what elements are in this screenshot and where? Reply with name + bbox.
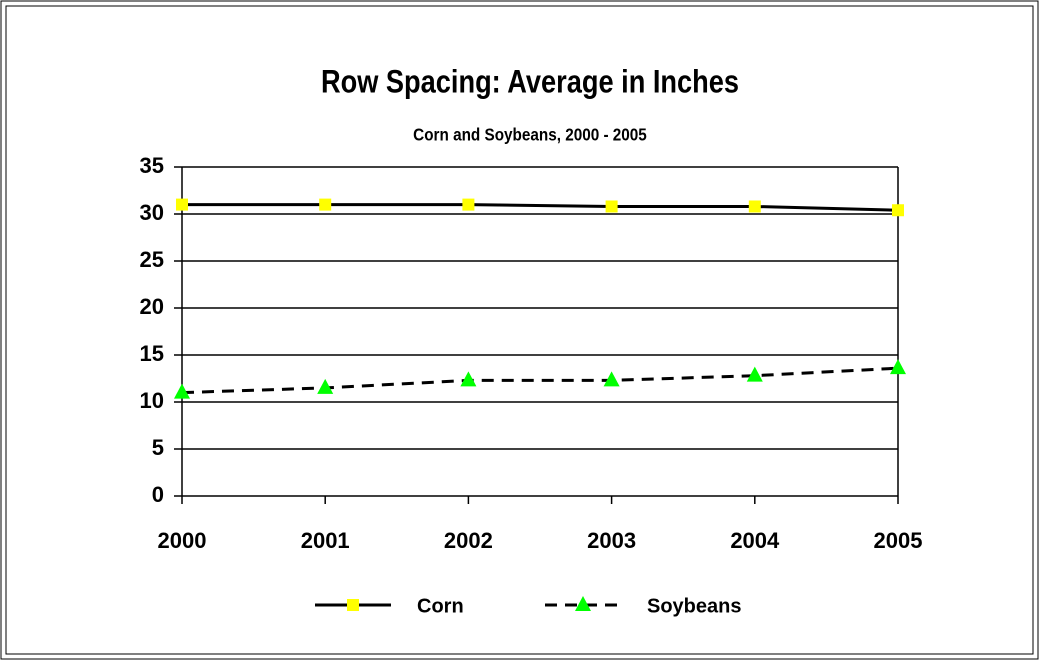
- x-tick-label: 2002: [444, 528, 493, 553]
- y-tick-label: 0: [152, 482, 164, 507]
- x-tick-label: 2001: [301, 528, 350, 553]
- chart-title: Row Spacing: Average in Inches: [321, 64, 739, 100]
- marker: [605, 200, 618, 213]
- y-tick-label: 10: [140, 388, 164, 413]
- legend-marker: [347, 599, 359, 611]
- y-tick-label: 5: [152, 435, 164, 460]
- y-tick-label: 15: [140, 341, 164, 366]
- x-tick-label: 2003: [587, 528, 636, 553]
- y-tick-label: 20: [140, 294, 164, 319]
- x-tick-label: 2004: [730, 528, 780, 553]
- legend-label: Corn: [417, 595, 464, 617]
- legend-marker: [575, 596, 591, 611]
- marker: [176, 198, 188, 211]
- series-line: [182, 203, 899, 212]
- chart-subtitle: Corn and Soybeans, 2000 - 2005: [413, 125, 647, 145]
- marker: [603, 371, 620, 387]
- marker: [319, 198, 332, 211]
- inner-border: [5, 5, 1034, 655]
- marker: [748, 200, 761, 213]
- marker: [746, 366, 763, 382]
- marker: [892, 204, 904, 217]
- marker: [462, 198, 475, 211]
- marker: [460, 371, 477, 387]
- y-tick-label: 30: [140, 200, 164, 225]
- series-line: [181, 366, 899, 395]
- x-tick-label: 2005: [874, 528, 923, 553]
- marker: [317, 378, 334, 394]
- legend-label: Soybeans: [647, 595, 741, 617]
- y-tick-label: 35: [140, 153, 164, 178]
- marker: [890, 359, 906, 375]
- marker: [174, 383, 190, 399]
- x-tick-label: 2000: [158, 528, 207, 553]
- y-tick-label: 25: [140, 247, 164, 272]
